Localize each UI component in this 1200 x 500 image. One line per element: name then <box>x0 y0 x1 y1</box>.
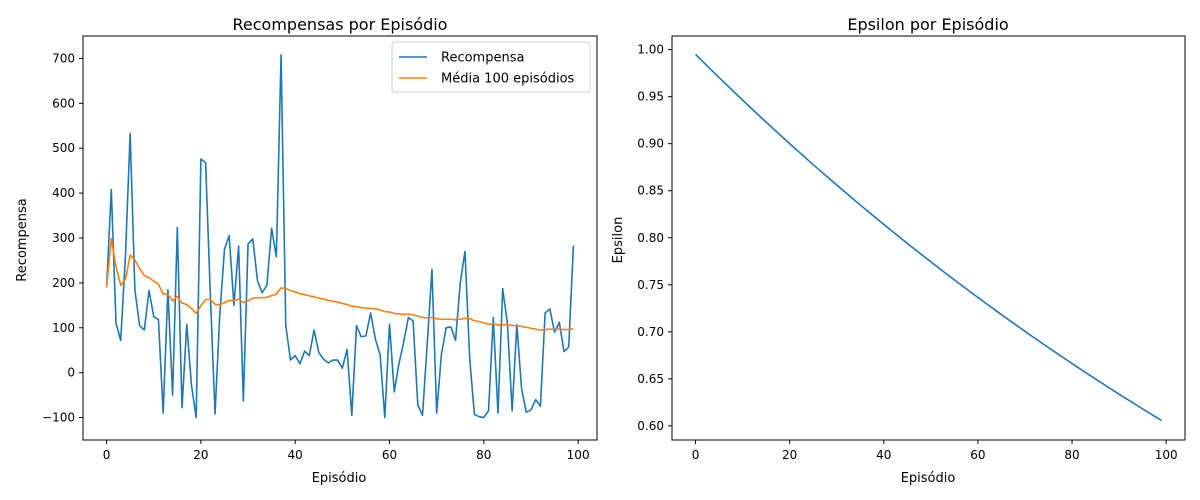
y-tick-label: 500 <box>52 141 75 155</box>
rewards-legend: Recompensa Média 100 episódios <box>391 41 591 93</box>
average-series-line <box>105 237 574 331</box>
y-tick-label: 0.70 <box>637 325 664 339</box>
epsilon-chart-title: Epsilon por Episódio <box>847 15 1008 34</box>
x-tick-label: 40 <box>288 448 303 462</box>
epsilon-plot-frame <box>671 35 1186 441</box>
epsilon-chart: Epsilon por Episódio Episódio Epsilon 0 2… <box>611 15 1186 486</box>
legend-label-average: Média 100 episódios <box>441 72 575 87</box>
y-tick-label: 0.75 <box>637 278 664 292</box>
rewards-y-ticks: −100 0 100 200 300 400 500 600 700 <box>42 51 83 425</box>
y-tick-label: 0.65 <box>637 372 664 386</box>
rewards-chart-title: Recompensas por Episódio <box>233 15 448 34</box>
y-tick-label: 0 <box>67 366 75 380</box>
y-tick-label: 0.80 <box>637 231 664 245</box>
legend-box <box>391 41 591 93</box>
reward-series-line <box>105 54 575 419</box>
epsilon-series <box>694 53 1162 422</box>
rewards-y-axis-label: Recompensa <box>15 198 30 281</box>
rewards-series <box>105 54 575 419</box>
x-tick-label: 40 <box>876 448 891 462</box>
rewards-plot-frame <box>82 35 598 441</box>
epsilon-y-axis-label: Epsilon <box>611 217 626 264</box>
x-tick-label: 0 <box>103 448 111 462</box>
y-tick-label: 1.00 <box>637 43 664 57</box>
y-tick-label: 200 <box>52 276 75 290</box>
y-tick-label: −100 <box>42 411 75 425</box>
x-tick-label: 20 <box>193 448 208 462</box>
rewards-x-axis-label: Episódio <box>312 471 367 486</box>
epsilon-x-ticks: 0 20 40 60 80 100 <box>692 440 1178 462</box>
x-tick-label: 20 <box>782 448 797 462</box>
y-tick-label: 700 <box>52 51 75 65</box>
x-tick-label: 60 <box>382 448 397 462</box>
y-tick-label: 100 <box>52 321 75 335</box>
y-tick-label: 0.85 <box>637 184 664 198</box>
epsilon-series-line <box>694 53 1162 422</box>
y-tick-label: 0.95 <box>637 90 664 104</box>
x-tick-label: 100 <box>567 448 590 462</box>
legend-label-reward: Recompensa <box>441 51 524 66</box>
y-tick-label: 0.60 <box>637 419 664 433</box>
y-tick-label: 400 <box>52 186 75 200</box>
y-tick-label: 300 <box>52 231 75 245</box>
epsilon-x-axis-label: Episódio <box>901 471 956 486</box>
x-tick-label: 0 <box>692 448 700 462</box>
rewards-x-ticks: 0 20 40 60 80 100 <box>103 440 590 462</box>
x-tick-label: 80 <box>1064 448 1079 462</box>
y-tick-label: 600 <box>52 96 75 110</box>
x-tick-label: 80 <box>476 448 491 462</box>
y-tick-label: 0.90 <box>637 137 664 151</box>
x-tick-label: 60 <box>970 448 985 462</box>
rewards-chart: Recompensas por Episódio Episódio Recomp… <box>15 15 598 486</box>
x-tick-label: 100 <box>1155 448 1178 462</box>
epsilon-y-ticks: 0.60 0.65 0.70 0.75 0.80 0.85 0.90 0.95 1.00 <box>637 43 672 433</box>
